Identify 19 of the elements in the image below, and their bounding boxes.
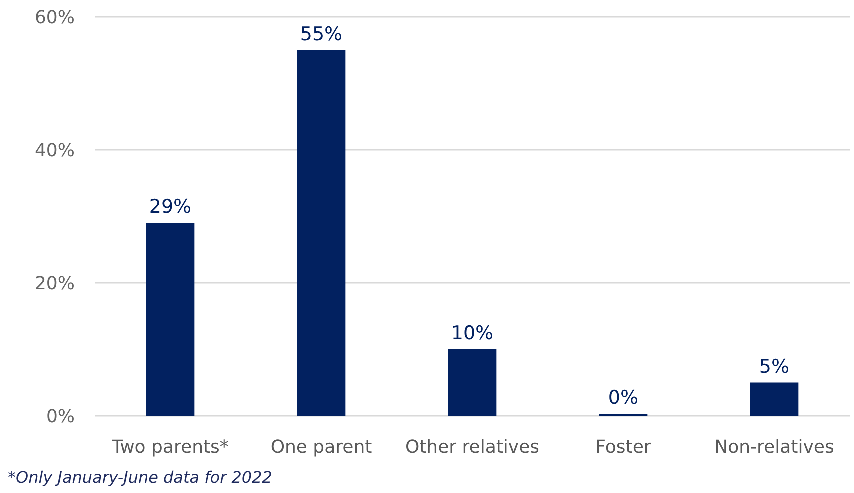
bar — [448, 350, 497, 416]
data-label: 0% — [608, 387, 639, 410]
data-label: 10% — [451, 322, 494, 344]
y-tick-label: 60% — [34, 7, 75, 28]
bar — [146, 223, 195, 416]
x-tick-label: Other relatives — [405, 437, 540, 458]
x-tick-label: One parent — [270, 437, 372, 458]
x-tick-label: Two parents* — [111, 437, 229, 458]
data-label: 55% — [300, 23, 343, 46]
data-label: 29% — [149, 196, 192, 218]
bar — [750, 382, 799, 416]
y-tick-label: 40% — [34, 140, 75, 162]
data-label: 5% — [759, 356, 790, 378]
bar — [297, 50, 346, 416]
x-tick-label: Foster — [596, 437, 652, 458]
y-tick-label: 20% — [34, 273, 75, 294]
x-tick-label: Non-relatives — [714, 437, 834, 458]
text: *Only January-June data for 2022 — [8, 468, 272, 487]
y-tick-label: 0% — [46, 406, 75, 428]
